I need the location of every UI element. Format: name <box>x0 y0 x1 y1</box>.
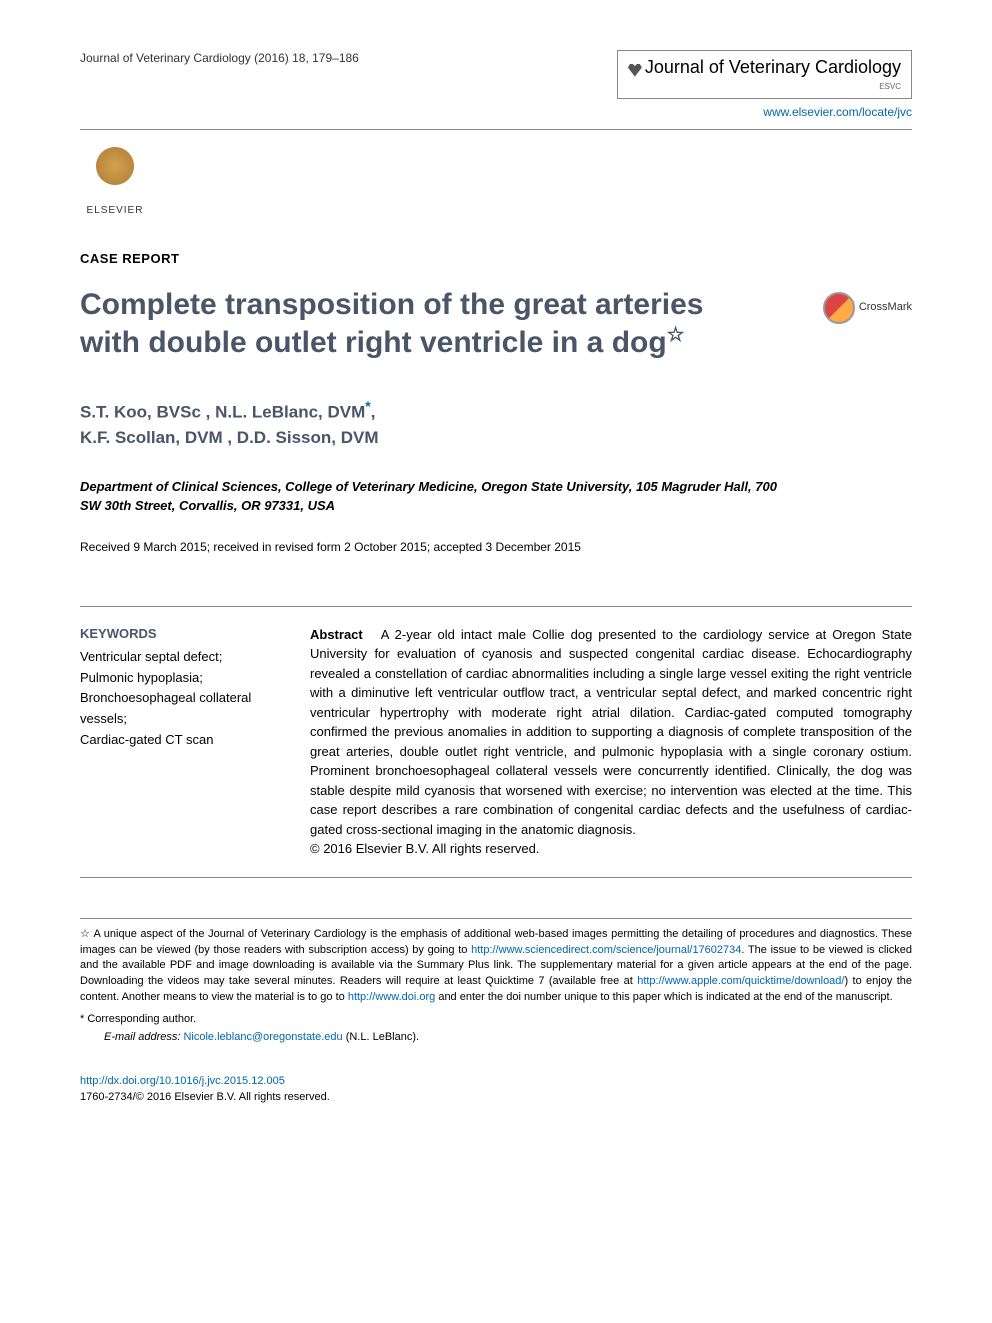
footnote-link-2[interactable]: http://www.apple.com/quicktime/download/ <box>637 975 844 987</box>
article-title: Complete transposition of the great arte… <box>80 286 720 362</box>
journal-url-link[interactable]: www.elsevier.com/locate/jvc <box>617 104 912 121</box>
authors-block: S.T. Koo, BVSc , N.L. LeBlanc, DVM*, K.F… <box>80 396 912 451</box>
email-line: E-mail address: Nicole.leblanc@oregonsta… <box>80 1030 912 1046</box>
keywords-heading: KEYWORDS <box>80 625 280 643</box>
abstract-label: Abstract <box>310 627 363 642</box>
corresponding-author-label: * Corresponding author. <box>80 1012 912 1028</box>
abstract-text: A 2-year old intact male Collie dog pres… <box>310 627 912 837</box>
section-label: CASE REPORT <box>80 250 912 268</box>
footnote-link-1[interactable]: http://www.sciencedirect.com/science/jou… <box>471 944 741 956</box>
keywords-list: Ventricular septal defect; Pulmonic hypo… <box>80 647 280 751</box>
journal-citation: Journal of Veterinary Cardiology (2016) … <box>80 50 359 67</box>
crossmark-label: CrossMark <box>859 300 912 315</box>
authors-line-1: S.T. Koo, BVSc , N.L. LeBlanc, DVM <box>80 402 365 421</box>
title-text: Complete transposition of the great arte… <box>80 288 703 360</box>
footnote-link-3[interactable]: http://www.doi.org <box>348 991 435 1003</box>
email-label: E-mail address: <box>104 1031 180 1043</box>
elsevier-logo: ELSEVIER <box>80 140 150 220</box>
footnotes-block: ☆ A unique aspect of the Journal of Vete… <box>80 918 912 1047</box>
crossmark-badge[interactable]: CrossMark <box>823 292 912 324</box>
title-row: Complete transposition of the great arte… <box>80 286 912 362</box>
second-header-row: ELSEVIER <box>80 140 912 220</box>
footnote-star-marker: ☆ <box>80 928 93 940</box>
journal-badge-title: Journal of Veterinary Cardiology <box>645 57 901 77</box>
journal-badge: Journal of Veterinary Cardiology ESVC <box>617 50 912 99</box>
email-address[interactable]: Nicole.leblanc@oregonstate.edu <box>183 1031 342 1043</box>
email-suffix: (N.L. LeBlanc). <box>343 1031 419 1043</box>
title-footnote-marker: ☆ <box>667 324 685 346</box>
header-row: Journal of Veterinary Cardiology (2016) … <box>80 50 912 121</box>
affiliation: Department of Clinical Sciences, College… <box>80 478 780 514</box>
journal-badge-wrap: Journal of Veterinary Cardiology ESVC ww… <box>617 50 912 121</box>
footnote-text-4: and enter the doi number unique to this … <box>435 991 892 1003</box>
authors-line-1-end: , <box>371 402 376 421</box>
header-separator <box>80 129 912 130</box>
authors-line-2: K.F. Scollan, DVM , D.D. Sisson, DVM <box>80 428 379 447</box>
received-dates: Received 9 March 2015; received in revis… <box>80 539 912 556</box>
abstract-section: KEYWORDS Ventricular septal defect; Pulm… <box>80 606 912 878</box>
crossmark-icon <box>823 292 855 324</box>
keywords-column: KEYWORDS Ventricular septal defect; Pulm… <box>80 625 280 859</box>
journal-badge-subtitle: ESVC <box>628 81 901 92</box>
page-container: Journal of Veterinary Cardiology (2016) … <box>0 0 992 1155</box>
doi-section: http://dx.doi.org/10.1016/j.jvc.2015.12.… <box>80 1074 912 1105</box>
elsevier-tree-icon <box>85 142 145 202</box>
abstract-column: Abstract A 2-year old intact male Collie… <box>310 625 912 859</box>
issn-copyright: 1760-2734/© 2016 Elsevier B.V. All right… <box>80 1090 912 1105</box>
elsevier-text: ELSEVIER <box>87 204 144 218</box>
journal-badge-heart-row: Journal of Veterinary Cardiology <box>628 57 901 79</box>
doi-link[interactable]: http://dx.doi.org/10.1016/j.jvc.2015.12.… <box>80 1074 912 1089</box>
heart-icon <box>628 63 642 77</box>
abstract-copyright: © 2016 Elsevier B.V. All rights reserved… <box>310 841 540 856</box>
